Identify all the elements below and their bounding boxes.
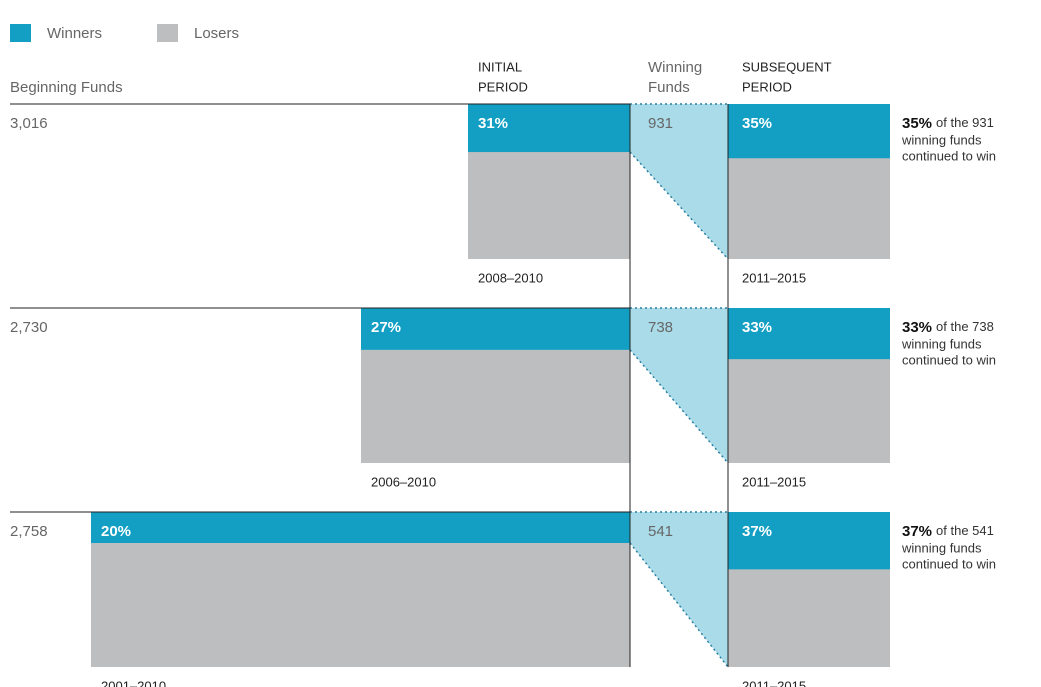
subsequent-header: PERIOD bbox=[742, 79, 792, 94]
note: 33% of the 738 bbox=[902, 319, 994, 336]
note-line: continued to win bbox=[902, 556, 996, 571]
winner-bar bbox=[91, 512, 630, 543]
legend-label: Winners bbox=[47, 25, 102, 42]
note-line: continued to win bbox=[902, 148, 996, 163]
initial-label: 31% bbox=[478, 115, 508, 132]
beginning-funds: 3,016 bbox=[10, 115, 48, 132]
funnel-edge bbox=[629, 542, 729, 668]
winning-funds: 738 bbox=[648, 319, 673, 336]
winner-bar bbox=[728, 104, 890, 159]
subsequent-label: 37% bbox=[742, 523, 772, 540]
note-line: of the 541 bbox=[936, 523, 994, 538]
note-pct: 35% bbox=[902, 115, 932, 132]
note-line: winning funds bbox=[901, 540, 982, 555]
note-line: winning funds bbox=[901, 336, 982, 351]
initial-label: 20% bbox=[101, 523, 131, 540]
initial-label: 27% bbox=[371, 319, 401, 336]
beginning-funds: 2,758 bbox=[10, 523, 48, 540]
funnel bbox=[630, 104, 728, 259]
beginning-header: Beginning Funds bbox=[10, 79, 123, 96]
winning-funds: 541 bbox=[648, 523, 673, 540]
winner-bar bbox=[361, 308, 630, 350]
winner-bar bbox=[468, 104, 630, 153]
subsequent-header: SUBSEQUENT bbox=[742, 59, 832, 74]
note-line: winning funds bbox=[901, 132, 982, 147]
initial-period: 2008–2010 bbox=[478, 270, 543, 285]
subsequent-period: 2011–2015 bbox=[742, 270, 806, 285]
winner-bar bbox=[728, 308, 890, 360]
subsequent-period: 2011–2015 bbox=[742, 474, 806, 489]
beginning-funds: 2,730 bbox=[10, 319, 48, 336]
note-line: of the 738 bbox=[936, 319, 994, 334]
winning-header: Funds bbox=[648, 79, 690, 96]
funnel-edge bbox=[629, 151, 729, 260]
winner-bar bbox=[728, 512, 890, 570]
legend-swatch bbox=[157, 24, 178, 42]
subsequent-label: 33% bbox=[742, 319, 772, 336]
legend-label: Losers bbox=[194, 25, 239, 42]
note: 35% of the 931 bbox=[902, 115, 994, 132]
legend-swatch bbox=[10, 24, 31, 42]
funnel bbox=[630, 308, 728, 463]
note: 37% of the 541 bbox=[902, 523, 994, 540]
initial-header: PERIOD bbox=[478, 79, 528, 94]
initial-period: 2006–2010 bbox=[371, 474, 436, 489]
note-pct: 37% bbox=[902, 523, 932, 540]
funnel bbox=[630, 512, 728, 667]
initial-header: INITIAL bbox=[478, 59, 522, 74]
subsequent-period: 2011–2015 bbox=[742, 678, 806, 687]
note-pct: 33% bbox=[902, 319, 932, 336]
note-line: continued to win bbox=[902, 352, 996, 367]
winning-header: Winning bbox=[648, 59, 702, 76]
initial-period: 2001–2010 bbox=[101, 678, 166, 687]
note-line: of the 931 bbox=[936, 115, 994, 130]
subsequent-label: 35% bbox=[742, 115, 772, 132]
winning-funds: 931 bbox=[648, 115, 673, 132]
